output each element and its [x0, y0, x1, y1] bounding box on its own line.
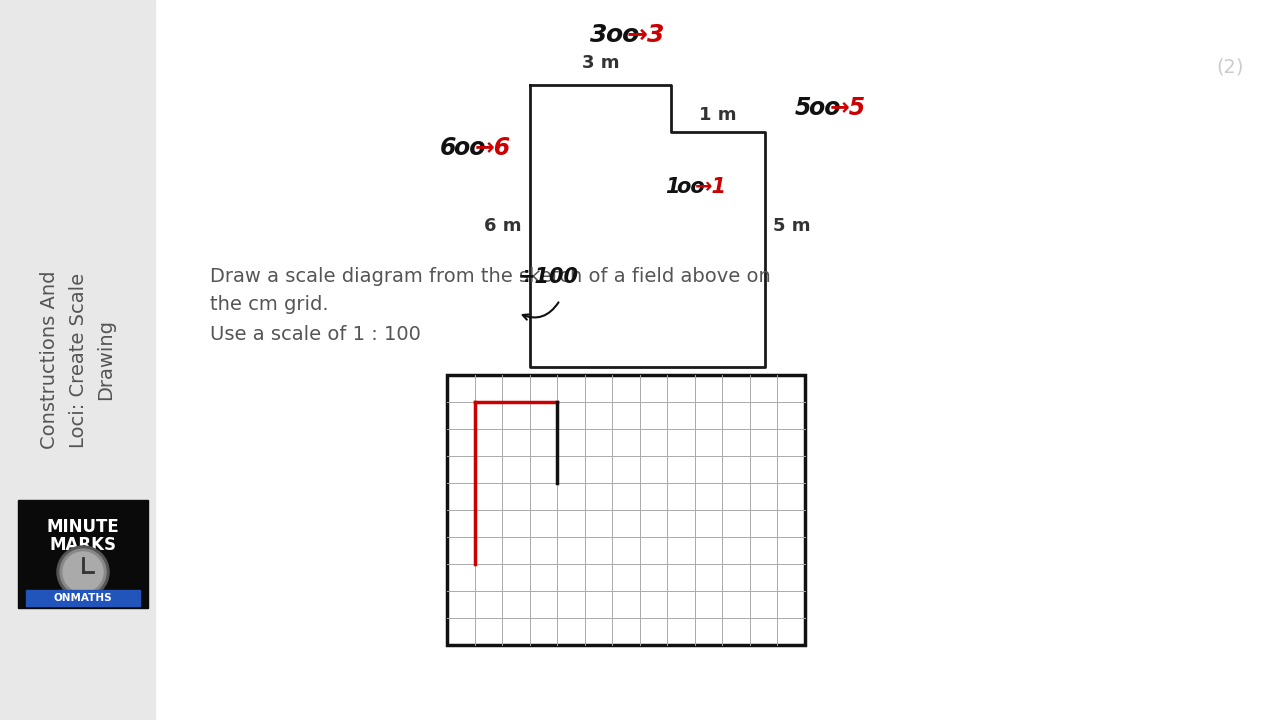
- Text: ÷100: ÷100: [517, 267, 579, 287]
- Text: →1: →1: [695, 177, 727, 197]
- Text: oo: oo: [453, 136, 485, 160]
- Text: →3: →3: [627, 23, 666, 47]
- Text: (2): (2): [1216, 58, 1244, 76]
- Bar: [0, 0, 155, 720]
- Bar: [26, 590, 140, 606]
- Text: 5: 5: [795, 96, 812, 120]
- Text: 1: 1: [666, 177, 680, 197]
- Text: MARKS: MARKS: [50, 536, 116, 554]
- Bar: [447, 375, 805, 645]
- Text: 3: 3: [590, 23, 608, 47]
- Text: Constructions And
Loci: Create Scale
Drawing: Constructions And Loci: Create Scale Dra…: [41, 271, 115, 449]
- Text: 6 m: 6 m: [485, 217, 522, 235]
- Circle shape: [58, 546, 109, 598]
- Text: →6: →6: [475, 136, 511, 160]
- Text: oo: oo: [808, 96, 841, 120]
- Text: Use a scale of 1 : 100: Use a scale of 1 : 100: [210, 325, 421, 344]
- Text: 3 m: 3 m: [581, 54, 620, 72]
- Circle shape: [60, 549, 106, 595]
- Text: 1 m: 1 m: [699, 106, 737, 124]
- Text: oo: oo: [605, 23, 639, 47]
- Text: ONMATHS: ONMATHS: [54, 593, 113, 603]
- Text: 6: 6: [440, 136, 457, 160]
- Text: 5 m: 5 m: [773, 217, 810, 235]
- Text: MINUTE: MINUTE: [46, 518, 119, 536]
- Circle shape: [63, 552, 102, 592]
- Text: →5: →5: [829, 96, 867, 120]
- Text: Draw a scale diagram from the sketch of a field above on
the cm grid.: Draw a scale diagram from the sketch of …: [210, 267, 771, 314]
- Bar: [18, 500, 148, 608]
- Text: oo: oo: [676, 177, 705, 197]
